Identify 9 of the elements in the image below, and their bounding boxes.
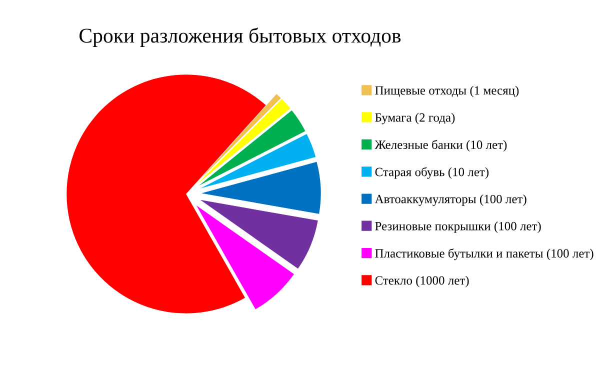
legend-label: Бумага (2 года) bbox=[375, 112, 455, 124]
chart-title: Сроки разложения бытовых отходов bbox=[80, 28, 401, 47]
legend-label: Резиновые покрышки (100 лет) bbox=[375, 222, 541, 233]
legend-label: Автоаккумуляторы (100 лет) bbox=[374, 194, 526, 206]
legend-label: Пластиковые бутылки и пакеты (100 лет) bbox=[375, 248, 594, 260]
legend-label: Стекло (1000 лет) bbox=[375, 276, 469, 288]
legend-label: Железные банки (10 лет) bbox=[374, 140, 507, 152]
legend-label: Старая обувь (10 лет) bbox=[375, 167, 489, 179]
legend-label: Пищевые отходы (1 месяц) bbox=[375, 86, 519, 98]
